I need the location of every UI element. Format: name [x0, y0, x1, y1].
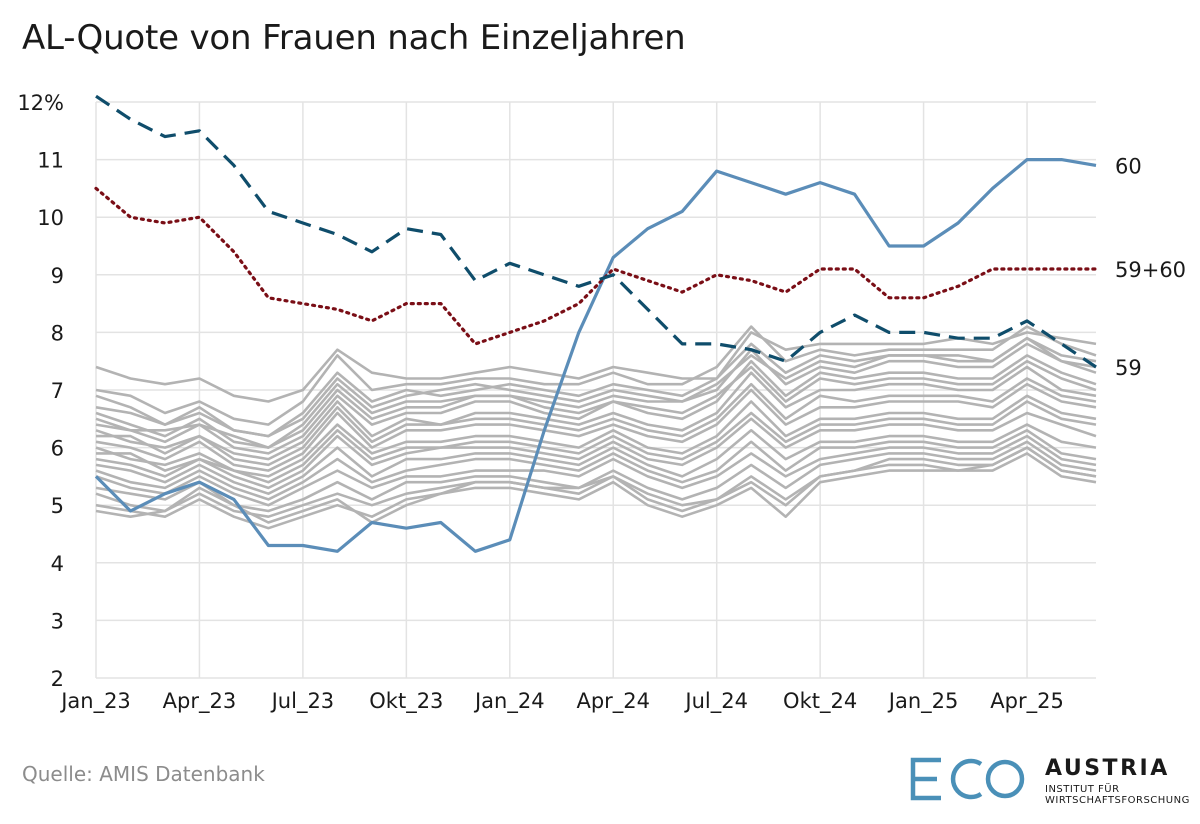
x-tick-label: Jan_24 — [473, 689, 545, 714]
background-series-line — [95, 434, 1097, 507]
background-series-line — [96, 400, 1097, 484]
background-series-line — [95, 429, 1097, 501]
background-series-group — [95, 325, 1097, 530]
x-axis-labels: Jan_23 Apr_23 Jul_23 Okt_23 Jan_24 Apr_24 Jul_… — [59, 689, 1064, 714]
y-tick-label: 12% — [17, 91, 64, 115]
x-tick-label: Jan_23 — [59, 689, 131, 714]
logo-subtitle-2: WIRTSCHAFTSFORSCHUNG — [1045, 795, 1190, 806]
x-tick-label: Apr_24 — [576, 689, 650, 714]
x-tick-label: Jul_23 — [270, 689, 335, 714]
x-tick-label: Okt_24 — [783, 689, 857, 714]
series-line-59 — [95, 94, 1097, 369]
x-tick-label: Jul_24 — [683, 689, 748, 714]
background-series-line — [95, 365, 1097, 461]
x-tick-label: Apr_23 — [163, 689, 237, 714]
background-series-line — [95, 336, 1097, 438]
background-series-line — [95, 452, 1097, 530]
y-tick-label: 4 — [51, 552, 64, 576]
y-tick-label: 8 — [51, 321, 64, 345]
chart-title: AL-Quote von Frauen nach Einzeljahren — [22, 18, 686, 58]
y-tick-label: 11 — [37, 149, 64, 173]
background-series-line — [95, 394, 1097, 478]
eco-logo-mark — [910, 757, 1025, 801]
background-series-line — [95, 440, 1097, 513]
y-tick-label: 7 — [51, 379, 64, 403]
y-axis-labels: 2 3 4 5 6 7 8 9 10 11 12% — [17, 91, 64, 691]
y-tick-label: 2 — [51, 667, 64, 691]
background-series-line — [95, 446, 1097, 524]
logo-subtitle-1: INSTITUT FÜR — [1045, 784, 1120, 795]
background-series-line — [95, 411, 1097, 490]
y-tick-label: 5 — [51, 494, 64, 518]
background-series-line — [95, 382, 1097, 472]
line-chart: 2 3 4 5 6 7 8 9 10 11 12% Jan_23 Apr_23 Jul_23 Okt_23… — [17, 91, 1186, 714]
background-series-line — [95, 325, 1097, 426]
x-tick-label: Apr_25 — [990, 689, 1064, 714]
series-label: 59 — [1115, 356, 1142, 380]
series-label: 59+60 — [1115, 258, 1186, 282]
eco-austria-logo: AUSTRIA INSTITUT FÜR WIRTSCHAFTSFORSCHUN… — [905, 752, 1189, 812]
x-tick-label: Jan_25 — [887, 689, 959, 714]
y-tick-label: 10 — [37, 206, 64, 230]
y-tick-label: 3 — [51, 609, 64, 633]
background-series-line — [96, 377, 1097, 467]
y-tick-label: 6 — [51, 437, 64, 461]
background-series-line — [95, 446, 1097, 518]
y-tick-label: 9 — [51, 264, 64, 288]
series-label: 60 — [1115, 154, 1142, 178]
series-labels: 60 59+60 59 — [1115, 154, 1186, 380]
background-series-line — [95, 331, 1097, 403]
source-note: Quelle: AMIS Datenbank — [22, 762, 265, 786]
background-series-line — [95, 359, 1097, 449]
logo-name: AUSTRIA — [1045, 756, 1170, 781]
series-line-59-plus-60 — [94, 186, 1098, 346]
highlight-series-group — [94, 94, 1098, 553]
x-tick-label: Okt_23 — [369, 689, 443, 714]
background-series-line — [95, 423, 1097, 495]
series-line-60 — [94, 158, 1097, 553]
background-series-line — [95, 354, 1097, 455]
